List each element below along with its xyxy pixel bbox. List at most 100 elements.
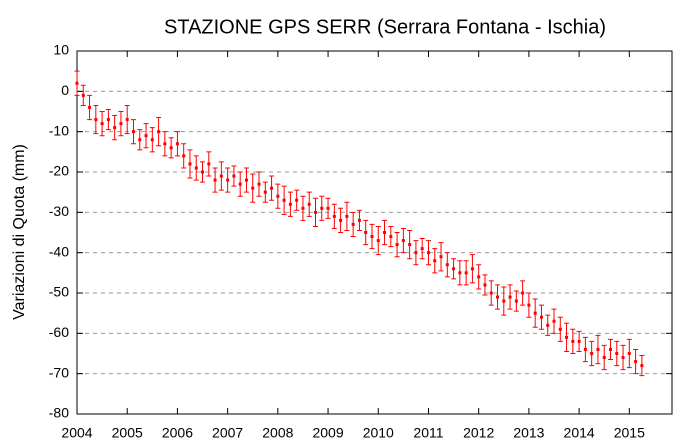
data-point [433, 259, 437, 263]
data-point [345, 214, 349, 218]
data-point [546, 323, 550, 327]
y-tick-label: -80 [49, 405, 69, 421]
data-point [125, 118, 129, 122]
x-tick-label: 2009 [312, 425, 343, 441]
data-point [94, 118, 98, 122]
data-point [232, 174, 236, 178]
data-point [226, 178, 230, 182]
data-point [175, 142, 179, 146]
data-point [144, 134, 148, 138]
data-point [539, 315, 543, 319]
data-point [364, 231, 368, 234]
data-point [207, 162, 211, 166]
data-point [571, 339, 575, 343]
data-point [276, 194, 280, 198]
data-point [464, 271, 468, 275]
data-point [88, 105, 92, 109]
data-point [326, 206, 330, 210]
data-point [213, 178, 217, 182]
x-tick-label: 2007 [212, 425, 243, 441]
data-point [357, 218, 361, 222]
data-point [314, 210, 318, 214]
data-point [81, 93, 85, 97]
data-point [552, 319, 556, 323]
x-tick-label: 2011 [413, 425, 443, 441]
data-point [590, 352, 594, 355]
x-tick-label: 2005 [112, 425, 143, 441]
data-point [401, 239, 405, 243]
data-point [489, 291, 493, 295]
data-point [602, 356, 606, 360]
data-point [295, 198, 299, 202]
data-point [389, 235, 393, 239]
data-point [496, 295, 500, 299]
x-tick-label: 2010 [363, 425, 394, 441]
data-point [426, 251, 430, 255]
data-point [565, 335, 569, 339]
data-point [169, 146, 173, 150]
data-point [445, 263, 449, 267]
data-point [621, 356, 625, 360]
data-point [458, 271, 462, 275]
data-point [339, 218, 343, 222]
y-axis-label: Variazioni di Quota (mm) [11, 144, 28, 320]
y-tick-label: -10 [49, 122, 69, 138]
data-point [615, 352, 619, 355]
data-point [238, 182, 242, 186]
data-point [100, 122, 104, 126]
data-point [106, 118, 110, 122]
data-point [307, 202, 311, 206]
y-tick-label: 10 [53, 42, 69, 58]
data-point [627, 352, 631, 355]
data-point [640, 364, 644, 368]
x-tick-label: 2008 [262, 425, 293, 441]
data-point [414, 251, 418, 255]
y-tick-label: -60 [49, 324, 69, 340]
data-point [608, 347, 612, 351]
x-tick-label: 2013 [513, 425, 544, 441]
data-point [251, 186, 255, 190]
y-tick-label: -40 [49, 243, 69, 259]
y-tick-label: -70 [49, 364, 69, 380]
data-point [533, 311, 537, 315]
x-tick-label: 2015 [614, 425, 645, 441]
data-point [263, 190, 267, 194]
data-point [131, 130, 135, 134]
data-point [596, 347, 600, 351]
data-point [420, 247, 424, 251]
data-point [508, 295, 512, 299]
data-point [376, 239, 380, 243]
data-point [201, 170, 205, 174]
y-tick-label: 0 [61, 82, 69, 98]
data-point [288, 202, 292, 206]
data-point [634, 360, 638, 364]
data-point [301, 206, 305, 210]
data-point [150, 138, 154, 142]
y-tick-label: -50 [49, 284, 69, 300]
data-point [452, 267, 456, 271]
data-point [257, 182, 261, 186]
data-point [370, 235, 374, 239]
data-point [527, 303, 531, 307]
y-tick-label: -20 [49, 163, 69, 179]
data-point [157, 130, 161, 134]
data-point [270, 186, 274, 190]
data-point [182, 154, 186, 158]
data-point [521, 291, 525, 295]
x-tick-label: 2004 [61, 425, 92, 441]
data-point [282, 198, 286, 202]
data-point [188, 162, 192, 166]
data-point [138, 138, 142, 142]
data-point [119, 122, 123, 126]
y-tick-label: -30 [49, 203, 69, 219]
data-point [514, 299, 518, 303]
data-point [558, 327, 562, 331]
data-point [577, 339, 581, 343]
data-point [477, 275, 481, 279]
data-point [502, 299, 506, 303]
data-point [583, 347, 587, 351]
data-point [320, 206, 324, 210]
data-point [194, 166, 198, 170]
chart-title: STAZIONE GPS SERR (Serrara Fontana - Isc… [164, 16, 606, 38]
